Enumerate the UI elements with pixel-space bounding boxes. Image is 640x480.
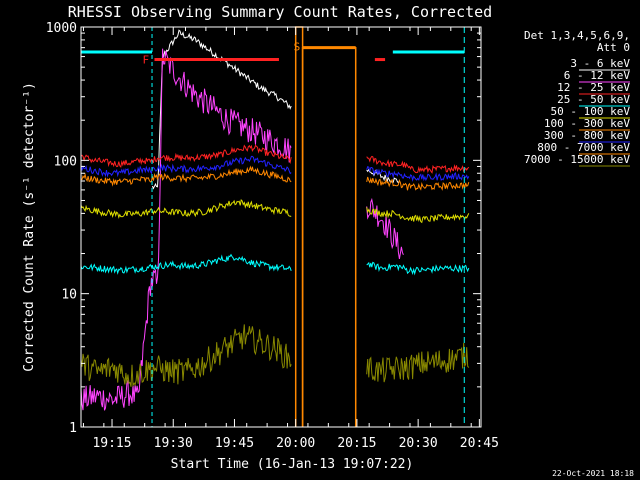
flare-label: F: [142, 54, 149, 67]
legend-label-12-25-kev: 12 - 25 keV: [557, 81, 630, 94]
series-100-300-kev-segment-1: [366, 176, 470, 191]
series-3-6-kev-segment-1: [366, 168, 400, 184]
series-6-12-kev-segment-1: [366, 197, 404, 259]
series-800-7000-kev-segment-1: [301, 46, 357, 427]
legend-label-300-800-kev: 300 - 800 keV: [544, 129, 630, 142]
series-800-7000-kev: [294, 26, 357, 427]
x-tick-label-3: 20:00: [276, 436, 315, 451]
series-300-800-kev-segment-1: [366, 166, 470, 182]
data-traces: [80, 26, 470, 427]
axes: 1 10 100 1000 19:15 19:30 19:45 20:00 20:15 20:30…: [46, 21, 499, 451]
series-25-50-kev: [80, 253, 470, 276]
x-tick-label-0: 19:15: [92, 436, 131, 451]
series-50-100-kev-segment-0: [80, 198, 292, 219]
series-3-6-kev-segment-0: [151, 29, 292, 190]
x-tick-label-2: 19:45: [215, 436, 254, 451]
x-tick-label-5: 20:30: [399, 436, 438, 451]
series-100-300-kev-segment-0: [80, 165, 292, 187]
y-axis-label: Corrected Count Rate (s⁻¹ detector⁻¹): [22, 82, 37, 372]
series-7000-15000-kev-segment-1: [366, 342, 470, 383]
series-7000-15000-kev: [80, 324, 470, 388]
series-25-50-kev-segment-0: [80, 253, 292, 275]
series-50-100-kev: [80, 198, 470, 224]
series-7000-15000-kev-segment-0: [80, 324, 292, 388]
series-50-100-kev-segment-1: [366, 207, 470, 224]
series-300-800-kev: [80, 155, 470, 182]
legend-header-line-1: Det 1,3,4,5,6,9,: [524, 29, 630, 42]
series-12-25-kev-segment-0: [80, 144, 292, 168]
x-tick-label-1: 19:30: [154, 436, 193, 451]
y-tick-label-3: 1000: [46, 21, 77, 36]
legend-label-800-7000-kev: 800 - 7000 keV: [537, 141, 630, 154]
series-300-800-kev-segment-0: [80, 155, 292, 178]
x-tick-label-6: 20:45: [460, 436, 499, 451]
series-100-300-kev: [80, 165, 470, 191]
saa-label: S: [294, 41, 301, 54]
chart-title: RHESSI Observing Summary Count Rates, Co…: [68, 3, 492, 21]
y-tick-label-0: 1: [69, 421, 77, 436]
x-tick-label-4: 20:15: [337, 436, 376, 451]
plot-frame: [80, 26, 482, 428]
series-6-12-kev: [80, 48, 404, 411]
series-800-7000-kev-segment-0: [294, 26, 304, 427]
legend-header-line-2: Att 0: [597, 41, 630, 54]
legend-label-25-50-kev: 25 - 50 keV: [557, 93, 630, 106]
x-axis-label: Start Time (16-Jan-13 19:07:22): [171, 457, 414, 472]
y-tick-label-2: 100: [54, 154, 77, 169]
event-markers: FS: [81, 27, 465, 427]
series-6-12-kev-segment-0: [80, 48, 292, 411]
series-25-50-kev-segment-1: [366, 261, 470, 276]
series-3-6-kev: [151, 29, 400, 190]
series-12-25-kev-segment-1: [366, 155, 470, 174]
legend-label-6-12-kev: 6 - 12 keV: [564, 69, 631, 82]
y-tick-label-1: 10: [61, 288, 77, 303]
series-12-25-kev: [80, 144, 470, 174]
legend-label-50-100-kev: 50 - 100 keV: [551, 105, 631, 118]
legend-label-7000-15000-kev: 7000 - 15000 keV: [524, 153, 630, 166]
footer-date: 22-Oct-2021 18:18: [552, 469, 634, 478]
legend-label-3-6-kev: 3 - 6 keV: [570, 57, 630, 70]
legend-label-100-300-kev: 100 - 300 keV: [544, 117, 630, 130]
